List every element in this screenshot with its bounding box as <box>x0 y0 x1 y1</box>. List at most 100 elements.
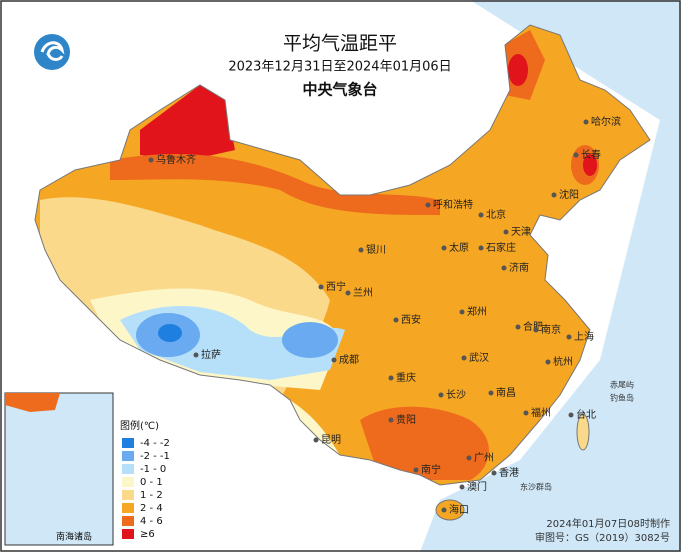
city-dot <box>459 484 465 490</box>
city-label: 成都 <box>339 354 359 366</box>
field-neg4-neg2 <box>158 324 182 342</box>
city-label: 呼和浩特 <box>433 199 473 211</box>
legend-swatch <box>122 438 134 448</box>
city-dot <box>503 229 509 235</box>
city-label: 长沙 <box>446 389 466 401</box>
city-dot <box>459 309 465 315</box>
city-dot <box>345 290 351 296</box>
city-dot <box>441 245 447 251</box>
city-label: 长春 <box>581 149 601 161</box>
legend-swatch <box>122 451 134 461</box>
city-dot <box>466 455 472 461</box>
city-dot <box>358 247 364 253</box>
city-label: 北京 <box>486 208 506 221</box>
hainan <box>435 499 465 521</box>
logo-circle <box>34 34 70 70</box>
footer-date: 2024年01月07日08时制作 <box>546 517 670 530</box>
city-label: 太原 <box>449 241 469 254</box>
field-ge6 <box>140 85 235 160</box>
city-label: 香港 <box>499 467 519 479</box>
city-label: 澳门 <box>467 480 487 493</box>
logo <box>34 34 70 70</box>
city-label: 海口 <box>449 503 469 516</box>
city-dot <box>388 375 394 381</box>
city-dot <box>488 390 494 396</box>
city-dot <box>568 412 574 418</box>
logo-mark <box>40 41 65 61</box>
city-dot <box>551 192 557 198</box>
city-label: 合肥 <box>523 320 543 333</box>
city-dot <box>461 355 467 361</box>
island-label: 赤尾屿 <box>610 381 634 390</box>
city-label: 郑州 <box>467 305 487 318</box>
island-label: 钓鱼岛 <box>610 393 634 403</box>
legend-swatch <box>122 503 134 513</box>
city-dot <box>545 359 551 365</box>
inset-frame <box>4 392 114 546</box>
city-dot <box>523 410 529 416</box>
city-dot <box>583 119 589 125</box>
legend-label: -1 - 0 <box>140 464 166 475</box>
city-dot <box>438 392 444 398</box>
city-label: 南昌 <box>496 386 516 399</box>
field-neg2-neg1 <box>282 322 338 358</box>
city-dot <box>441 507 447 513</box>
subtitle: 2023年12月31日至2024年01月06日 <box>228 60 451 75</box>
legend-label: 2 - 4 <box>140 503 163 514</box>
sea <box>420 0 681 552</box>
city-label: 南宁 <box>421 463 441 476</box>
city-label: 台北 <box>576 408 596 421</box>
field-4-6 <box>360 406 489 480</box>
inset: 南海诸岛 <box>4 392 114 546</box>
city-label: 乌鲁木齐 <box>156 153 196 166</box>
city-label: 石家庄 <box>486 241 516 254</box>
city-dot <box>515 324 521 330</box>
field-ge6 <box>583 154 597 176</box>
city-label: 上海 <box>574 330 594 343</box>
legend-swatch <box>122 490 134 500</box>
city-label: 西宁 <box>326 280 346 293</box>
island-label: 东沙群岛 <box>520 482 552 492</box>
city-label: 哈尔滨 <box>591 115 621 128</box>
city-label: 昆明 <box>321 434 341 446</box>
inset-label: 南海诸岛 <box>56 531 92 543</box>
legend-swatch <box>122 477 134 487</box>
city-dot <box>193 352 199 358</box>
city-label: 沈阳 <box>559 188 579 201</box>
city-dot <box>501 265 507 271</box>
city-label: 拉萨 <box>201 348 221 361</box>
city-dot <box>388 417 394 423</box>
city-dot <box>478 245 484 251</box>
field-0-1 <box>290 400 340 455</box>
city-dot <box>413 467 419 473</box>
legend-swatch <box>122 529 134 539</box>
city-dot <box>313 437 319 443</box>
city-label: 贵阳 <box>396 413 416 426</box>
city-dot <box>318 284 324 290</box>
city-label: 西安 <box>401 313 421 326</box>
title: 平均气温距平 <box>283 33 397 55</box>
taiwan <box>576 413 590 451</box>
city-label: 福州 <box>531 406 551 419</box>
field-ge6 <box>508 54 528 86</box>
legend-label: -4 - -2 <box>140 438 170 449</box>
city-label: 济南 <box>509 261 529 274</box>
city-dot <box>573 152 579 158</box>
city-dot <box>533 327 539 333</box>
city-dot <box>491 470 497 476</box>
city-label: 武汉 <box>469 351 489 364</box>
legend-label: 4 - 6 <box>140 516 163 527</box>
legend-title: 图例(℃) <box>120 419 159 432</box>
city-dot <box>478 212 484 218</box>
city-dot <box>393 317 399 323</box>
city-label: 重庆 <box>396 371 416 384</box>
legend-label: 0 - 1 <box>140 477 163 488</box>
city-label: 杭州 <box>553 355 573 368</box>
city-dot <box>331 357 337 363</box>
city-label: 兰州 <box>353 286 373 299</box>
city-dot <box>566 334 572 340</box>
agency: 中央气象台 <box>302 81 377 99</box>
legend-swatch <box>122 464 134 474</box>
